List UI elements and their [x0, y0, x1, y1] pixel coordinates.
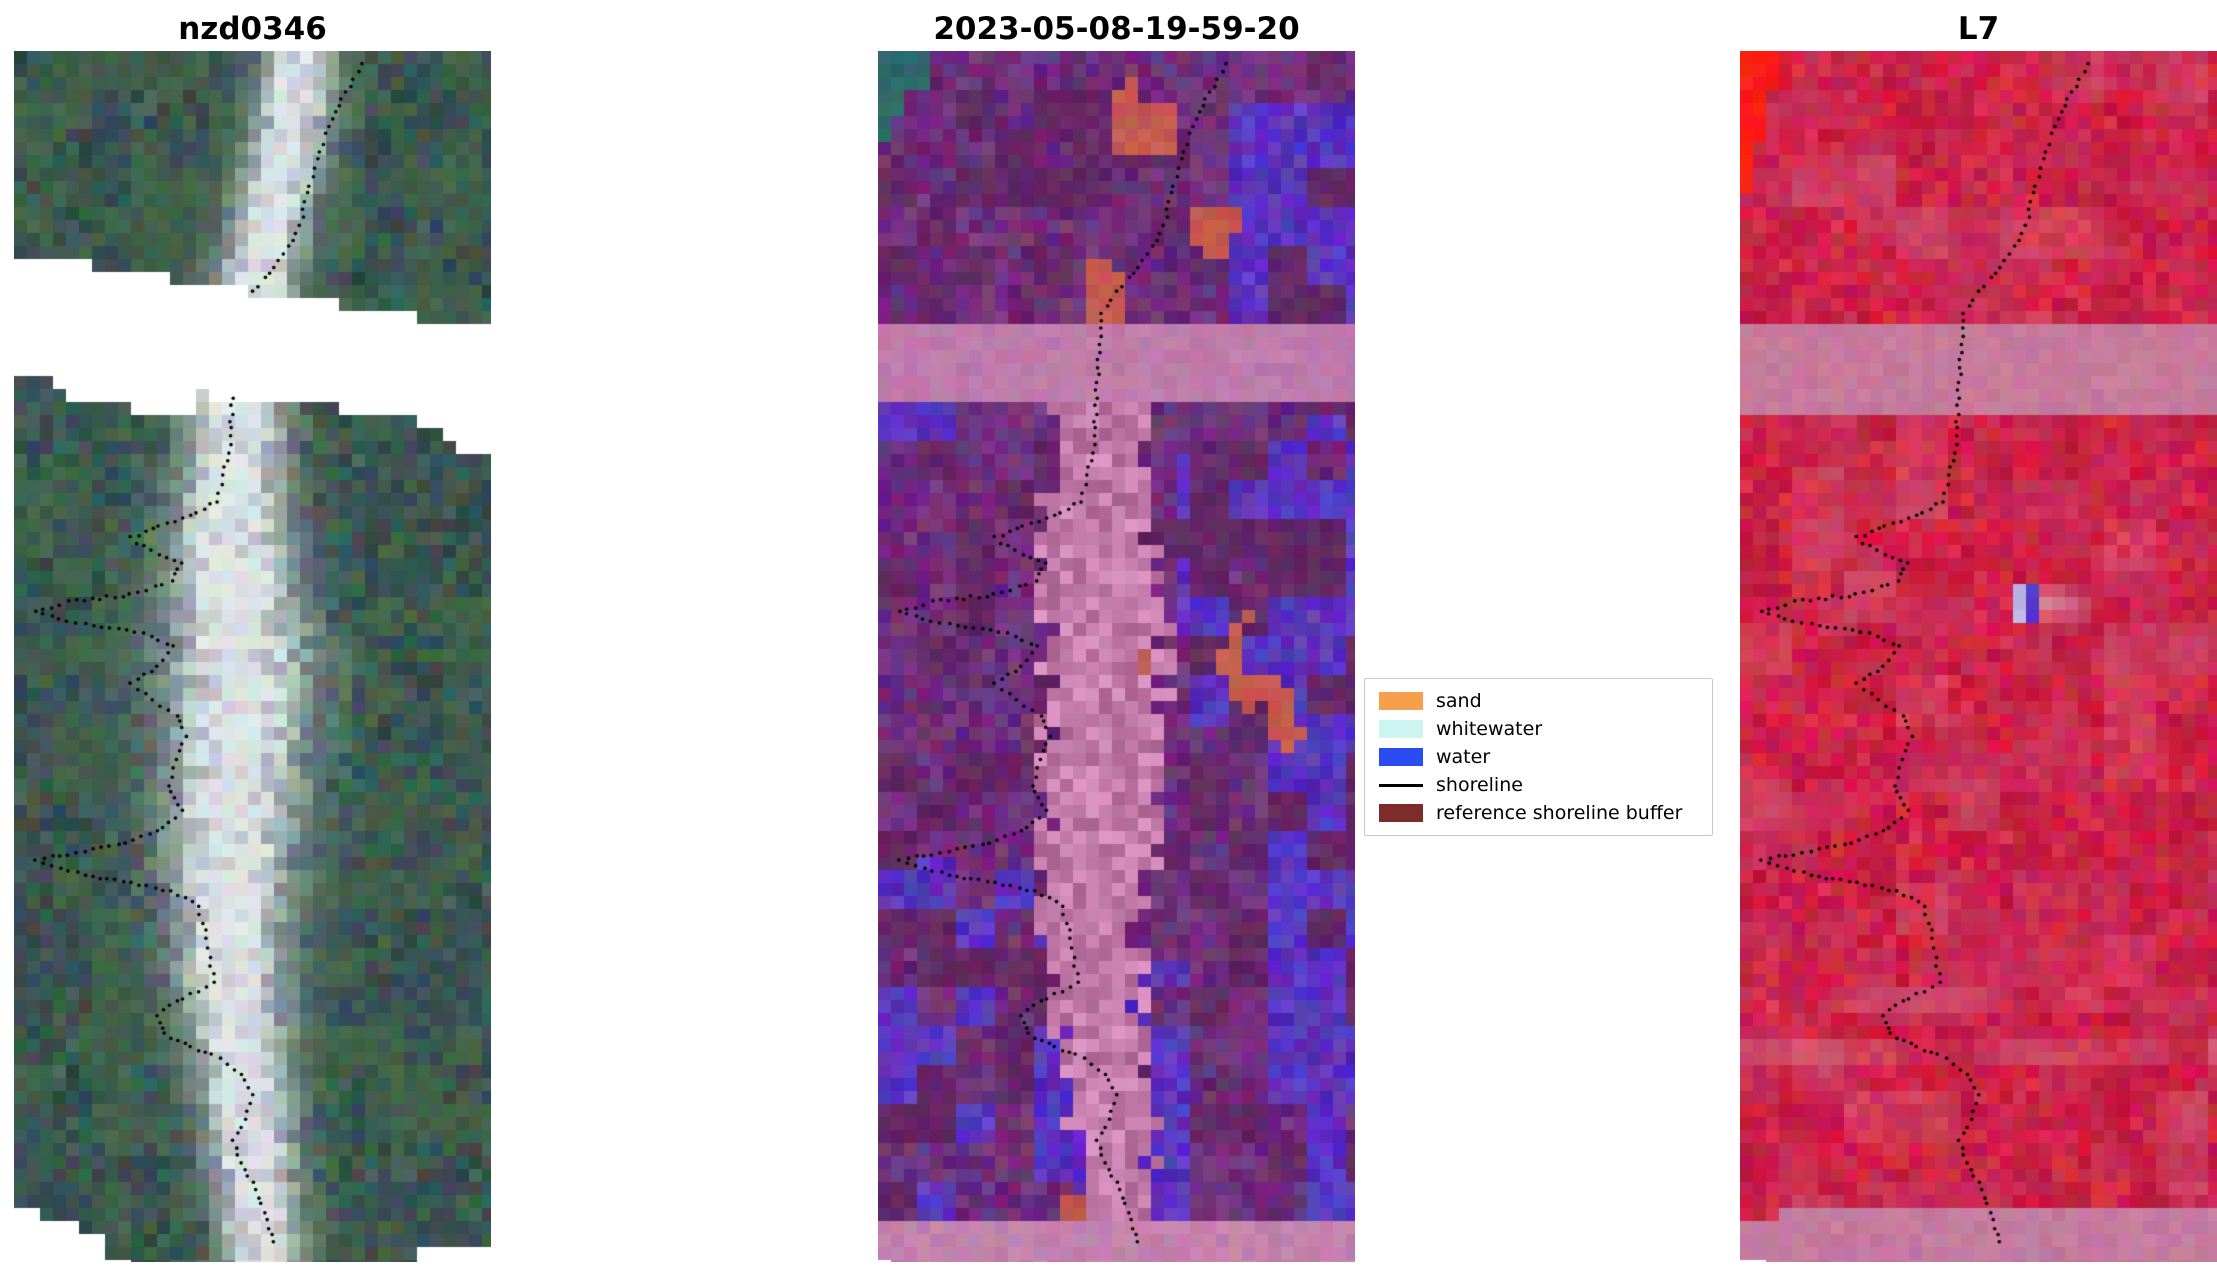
- legend-label-whitewater: whitewater: [1436, 718, 1543, 740]
- legend-item-reference-buffer: reference shoreline buffer: [1365, 799, 1712, 827]
- legend-label-sand: sand: [1436, 690, 1482, 712]
- water-swatch: [1379, 748, 1423, 766]
- legend-item-water: water: [1365, 743, 1712, 771]
- panel-title-date: 2023-05-08-19-59-20: [933, 11, 1300, 47]
- legend-item-whitewater: whitewater: [1365, 715, 1712, 743]
- legend-label-water: water: [1436, 746, 1491, 768]
- legend: sand whitewater water shoreline referenc…: [1364, 678, 1713, 836]
- satellite-rgb-image: [14, 51, 491, 1262]
- classified-image: [878, 51, 1355, 1262]
- legend-item-sand: sand: [1365, 687, 1712, 715]
- infrared-image: [1740, 51, 2217, 1262]
- legend-label-reference-buffer: reference shoreline buffer: [1436, 802, 1683, 824]
- panel-title-satellite: L7: [1957, 11, 2000, 47]
- legend-label-shoreline: shoreline: [1436, 774, 1523, 796]
- panel-classified: 2023-05-08-19-59-20: [878, 8, 1355, 1262]
- sand-swatch: [1379, 692, 1423, 710]
- whitewater-swatch: [1379, 720, 1423, 738]
- legend-item-shoreline: shoreline: [1365, 771, 1712, 799]
- panel-rgb: nzd0346: [14, 8, 491, 1262]
- shoreline-line-swatch: [1379, 776, 1423, 794]
- panel-l7: L7: [1740, 8, 2217, 1262]
- panel-title-site: nzd0346: [178, 11, 327, 47]
- reference-buffer-swatch: [1379, 804, 1423, 822]
